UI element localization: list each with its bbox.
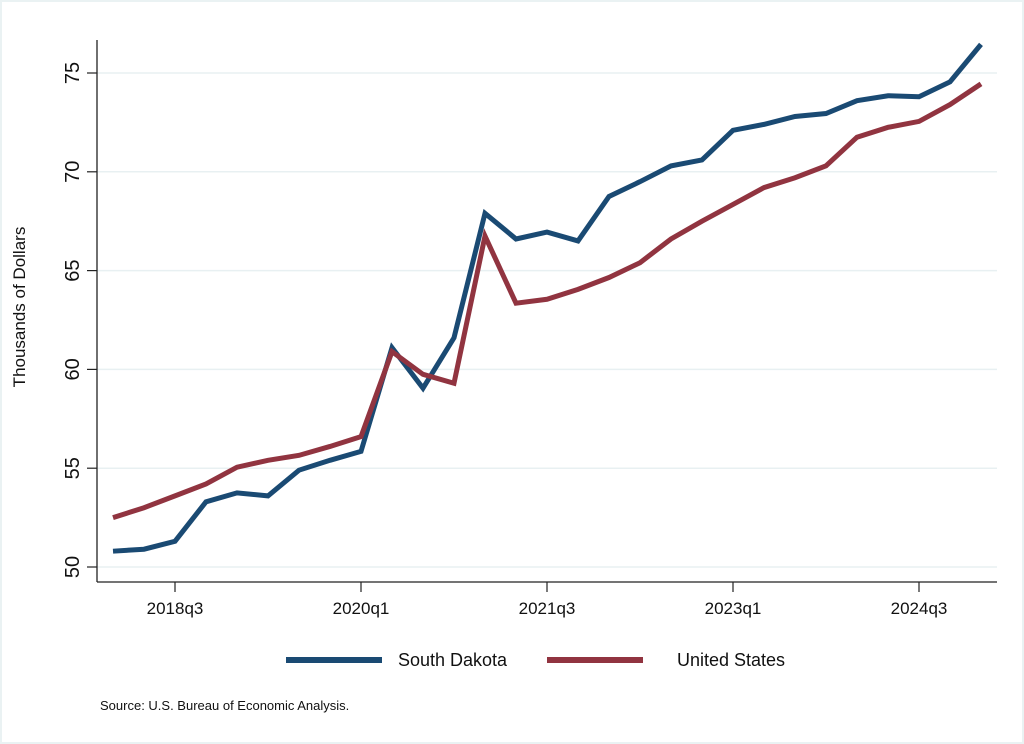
source-note: Source: U.S. Bureau of Economic Analysis… [100,698,349,713]
x-tick-label-2018q3: 2018q3 [147,599,204,618]
legend-label-united-states: United States [677,650,785,670]
axes: 50 55 60 65 70 75 2018q3 2020q1 2021q3 2023q1 2024… [62,40,997,618]
series-line-united-states [112,81,983,520]
series-line-south-dakota [112,42,983,554]
legend-label-south-dakota: South Dakota [398,650,508,670]
y-axis-title: Thousands of Dollars [10,227,29,388]
y-tick-label-70: 70 [62,161,84,183]
series-layer [112,42,983,554]
y-tick-label-60: 60 [62,358,84,380]
x-tick-label-2023q1: 2023q1 [705,599,762,618]
legend: South Dakota United States [286,650,785,670]
y-tick-label-55: 55 [62,457,84,479]
x-tick-label-2024q3: 2024q3 [891,599,948,618]
y-tick-label-65: 65 [62,259,84,281]
y-tick-label-75: 75 [62,62,84,84]
x-tick-label-2021q3: 2021q3 [519,599,576,618]
x-tick-label-2020q1: 2020q1 [333,599,390,618]
gridlines [97,72,997,568]
y-tick-label-50: 50 [62,556,84,578]
